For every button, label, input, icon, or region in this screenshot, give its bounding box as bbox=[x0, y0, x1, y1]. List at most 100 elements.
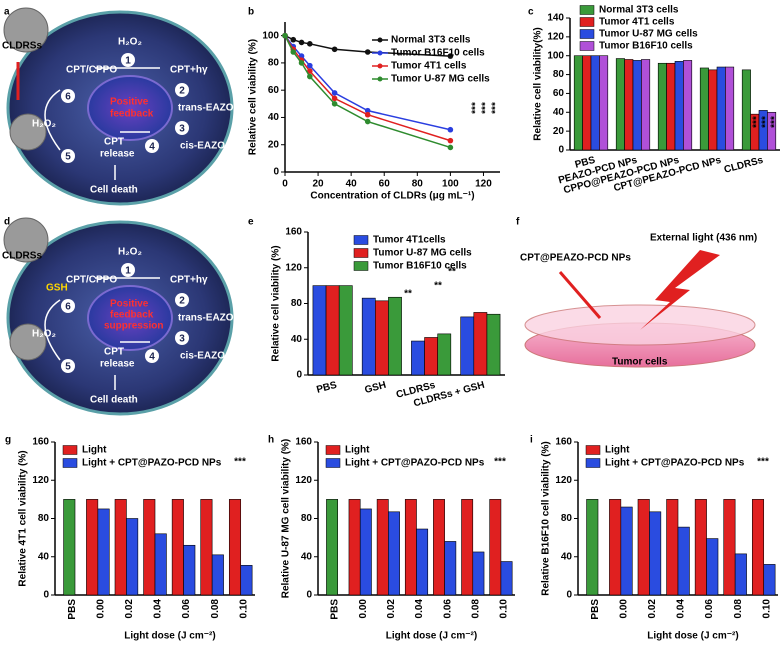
data-point bbox=[447, 137, 454, 144]
significance-label: *** bbox=[234, 457, 246, 468]
bar bbox=[641, 59, 651, 151]
bar bbox=[694, 499, 707, 596]
y-tick-label: 80 bbox=[561, 513, 573, 524]
diagram-label: release bbox=[100, 359, 135, 370]
step-number: 5 bbox=[65, 152, 71, 163]
bar bbox=[666, 499, 679, 596]
diagram-label: trans-EAZO bbox=[178, 103, 234, 114]
y-tick-label: 160 bbox=[32, 437, 49, 448]
legend-label: Light + CPT@PAZO-PCD NPs bbox=[605, 458, 745, 469]
bar bbox=[416, 528, 429, 596]
legend-label: Tumor B16F10 cells bbox=[373, 261, 467, 272]
legend-swatch bbox=[325, 458, 341, 468]
bar bbox=[228, 499, 242, 596]
bar bbox=[632, 60, 642, 151]
bar bbox=[411, 340, 425, 376]
bar bbox=[649, 511, 662, 596]
legend-label: Light bbox=[82, 445, 107, 456]
step-badge bbox=[61, 89, 75, 103]
data-point bbox=[290, 49, 297, 55]
y-tick-label: 0 bbox=[558, 145, 564, 156]
x-tick-label: 20 bbox=[313, 179, 325, 190]
bar bbox=[489, 499, 502, 596]
panel-label: e bbox=[248, 217, 254, 228]
diagram-label: H₂O₂ bbox=[32, 119, 56, 130]
data-point bbox=[331, 95, 338, 102]
bar bbox=[573, 55, 583, 151]
significance-label: *** bbox=[481, 102, 492, 114]
y-tick-label: 120 bbox=[285, 262, 302, 273]
diagram-label: CPT@PEAZO-PCD NPs bbox=[520, 253, 631, 264]
y-tick-label: 120 bbox=[555, 475, 572, 486]
legend-swatch bbox=[579, 17, 595, 27]
data-point bbox=[298, 39, 305, 46]
x-tick-label: 0.00 bbox=[95, 599, 106, 619]
bar bbox=[666, 62, 676, 151]
data-point bbox=[331, 90, 338, 96]
bar bbox=[200, 499, 213, 596]
diagram-label: feedback bbox=[110, 310, 154, 321]
bar bbox=[723, 499, 736, 596]
y-tick-label: 20 bbox=[268, 139, 280, 150]
bar bbox=[312, 285, 327, 376]
step-number: 3 bbox=[179, 124, 185, 135]
x-tick-label: 0.10 bbox=[761, 599, 772, 619]
bar bbox=[183, 544, 196, 596]
bar bbox=[699, 67, 709, 151]
diagram-label: Positive bbox=[110, 97, 149, 108]
significance-label: *** bbox=[491, 102, 502, 114]
legend-label: Normal 3T3 cells bbox=[599, 5, 679, 16]
x-tick-label: 120 bbox=[475, 179, 492, 190]
y-tick-label: 40 bbox=[561, 551, 573, 562]
y-tick-label: 120 bbox=[295, 475, 312, 486]
bar bbox=[444, 541, 457, 596]
legend-swatch bbox=[377, 50, 383, 56]
panel-label: a bbox=[4, 7, 10, 18]
x-tick-label: 0.02 bbox=[124, 599, 135, 619]
x-tick-label: 0.10 bbox=[499, 599, 510, 619]
y-tick-label: 120 bbox=[547, 31, 564, 42]
step-badge bbox=[121, 263, 135, 277]
bar bbox=[674, 61, 684, 151]
data-point bbox=[307, 68, 313, 74]
bar bbox=[615, 58, 625, 151]
bar bbox=[599, 55, 609, 151]
legend-label: Tumor 4T1 cells bbox=[599, 17, 675, 28]
bar bbox=[63, 499, 76, 596]
y-tick-label: 160 bbox=[295, 437, 312, 448]
diagram-label: Cell death bbox=[90, 395, 138, 406]
diagram-label: release bbox=[100, 149, 135, 160]
panel-label: f bbox=[516, 217, 520, 228]
y-tick-label: 80 bbox=[268, 58, 280, 69]
x-axis-label: Light dose (J cm⁻²) bbox=[386, 631, 477, 642]
bar bbox=[348, 499, 361, 596]
step-badge bbox=[61, 149, 75, 163]
step-badge bbox=[145, 139, 159, 153]
bar bbox=[437, 333, 452, 376]
step-badge bbox=[175, 331, 189, 345]
legend-swatch bbox=[585, 458, 601, 468]
legend-label: Tumor U-87 MG cells bbox=[599, 29, 698, 40]
x-axis-label: Light dose (J cm⁻²) bbox=[647, 631, 738, 642]
step-badge bbox=[61, 359, 75, 373]
step-number: 1 bbox=[125, 266, 131, 277]
diagram-label: trans-EAZO bbox=[178, 313, 234, 324]
y-tick-label: 40 bbox=[291, 334, 303, 345]
step-badge bbox=[175, 83, 189, 97]
legend-label: Tumor U-87 MG cells bbox=[391, 74, 490, 85]
bar bbox=[624, 59, 634, 151]
legend-swatch bbox=[325, 445, 341, 455]
data-point bbox=[307, 41, 313, 47]
x-tick-label: 0 bbox=[282, 179, 288, 190]
x-tick-label: 0.10 bbox=[238, 599, 249, 619]
diagram-label: CPT bbox=[104, 347, 124, 358]
diagram-label: H₂O₂ bbox=[118, 247, 142, 258]
significance-label: *** bbox=[494, 457, 506, 468]
bar bbox=[472, 551, 485, 596]
x-tick-label: 0.08 bbox=[210, 599, 221, 619]
legend-label: Light + CPT@PAZO-PCD NPs bbox=[345, 458, 485, 469]
bar bbox=[677, 526, 690, 596]
diagram-label: cis-EAZO bbox=[180, 141, 225, 152]
bar bbox=[725, 66, 735, 151]
bar bbox=[637, 499, 650, 596]
